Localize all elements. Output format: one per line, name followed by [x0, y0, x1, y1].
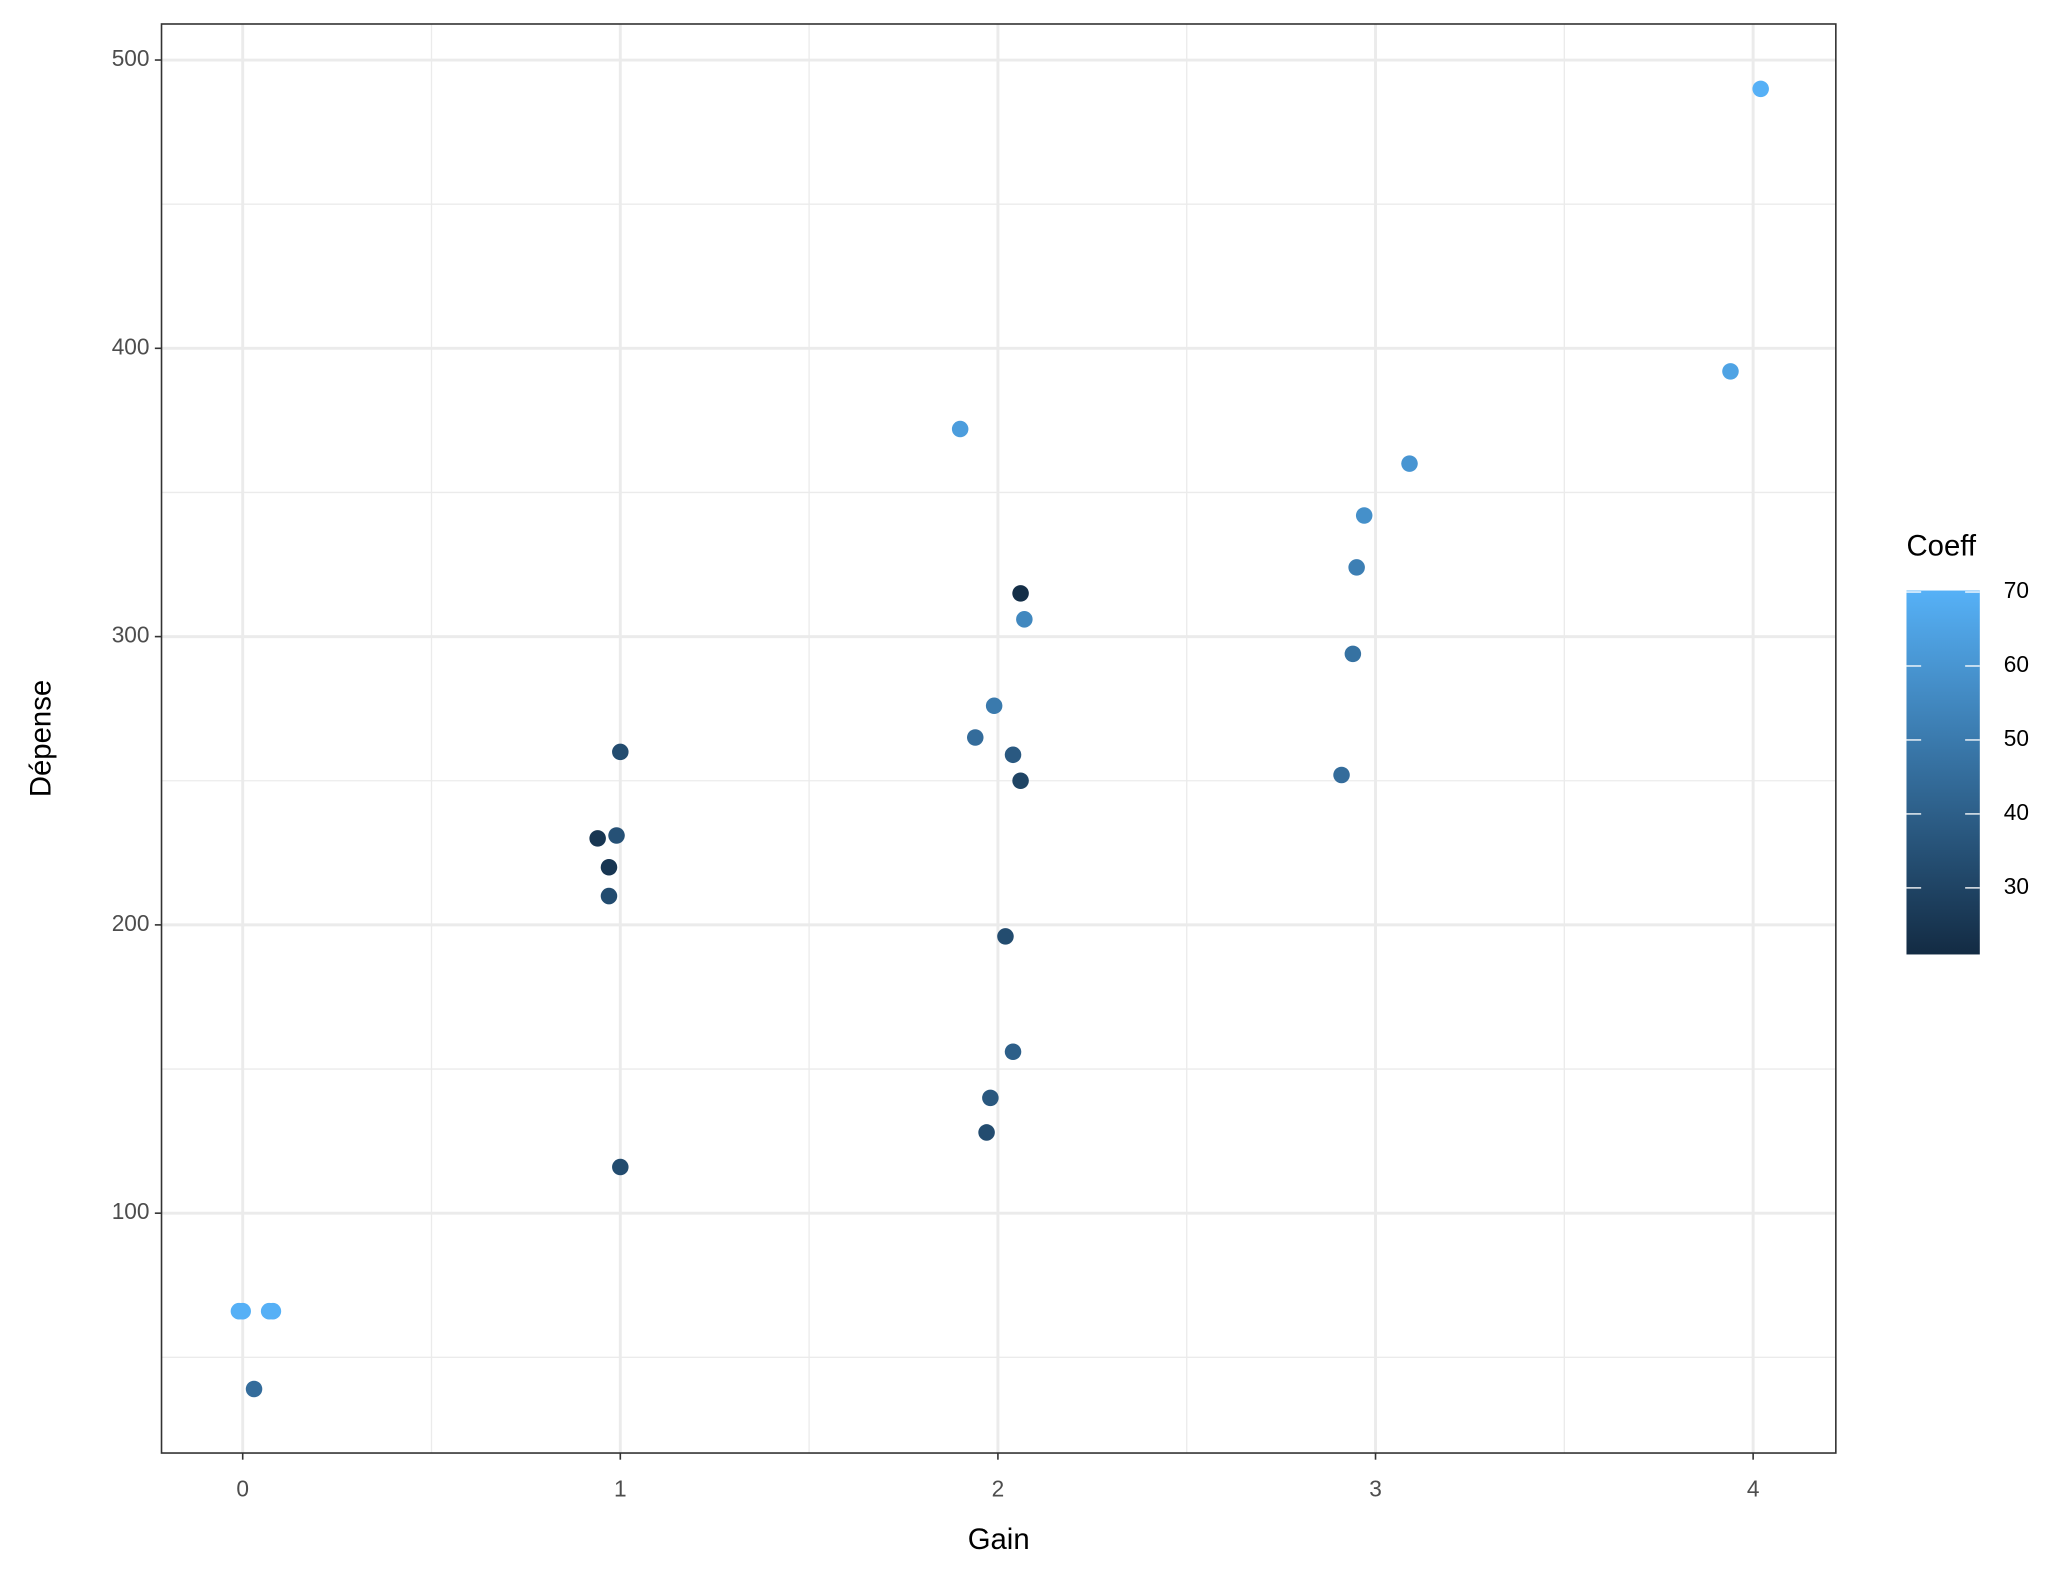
colorbar-label: 40: [2004, 799, 2029, 825]
point: [982, 1089, 999, 1107]
point: [234, 1302, 251, 1320]
y-tick-label: 400: [112, 333, 150, 359]
point: [1722, 363, 1739, 380]
point: [1355, 507, 1373, 524]
point: [1344, 645, 1362, 663]
x-tick-label: 3: [1369, 1475, 1382, 1501]
point: [1004, 746, 1022, 764]
colorbar-label: 70: [2004, 577, 2029, 603]
point: [608, 827, 625, 844]
point: [1012, 585, 1029, 602]
x-tick-label: 0: [236, 1475, 249, 1501]
x-tick-label: 2: [992, 1475, 1005, 1501]
x-tick-label: 4: [1747, 1475, 1760, 1501]
y-tick-label: 300: [112, 622, 150, 648]
point: [589, 830, 606, 847]
point: [1401, 455, 1418, 472]
point: [1004, 1043, 1022, 1060]
point: [600, 887, 618, 905]
point: [1752, 80, 1769, 98]
point: [264, 1302, 282, 1320]
x-axis-title: Gain: [968, 1523, 1030, 1556]
point: [951, 420, 969, 438]
y-tick-label: 500: [112, 45, 150, 71]
y-tick-label: 100: [112, 1198, 150, 1224]
point: [1012, 772, 1029, 790]
point: [612, 1158, 629, 1176]
legend-title: Coeff: [1906, 530, 1976, 563]
point: [1348, 559, 1365, 576]
point: [978, 1124, 995, 1141]
points: [230, 80, 1769, 1398]
point: [1016, 611, 1033, 628]
point: [612, 743, 629, 761]
point: [245, 1380, 263, 1398]
grid: [161, 23, 1836, 1454]
y-tick-label: 200: [112, 910, 150, 936]
colorbar-label: 30: [2004, 873, 2029, 899]
y-axis-title: Dépense: [25, 680, 58, 797]
point: [966, 729, 984, 746]
point: [600, 858, 618, 876]
point: [1333, 766, 1350, 784]
x-tick-label: 1: [614, 1475, 627, 1501]
colorbar: [1906, 590, 1980, 955]
colorbar-label: 50: [2004, 725, 2029, 751]
colorbar-label: 60: [2004, 651, 2029, 677]
point: [997, 928, 1014, 945]
point: [985, 697, 1003, 715]
